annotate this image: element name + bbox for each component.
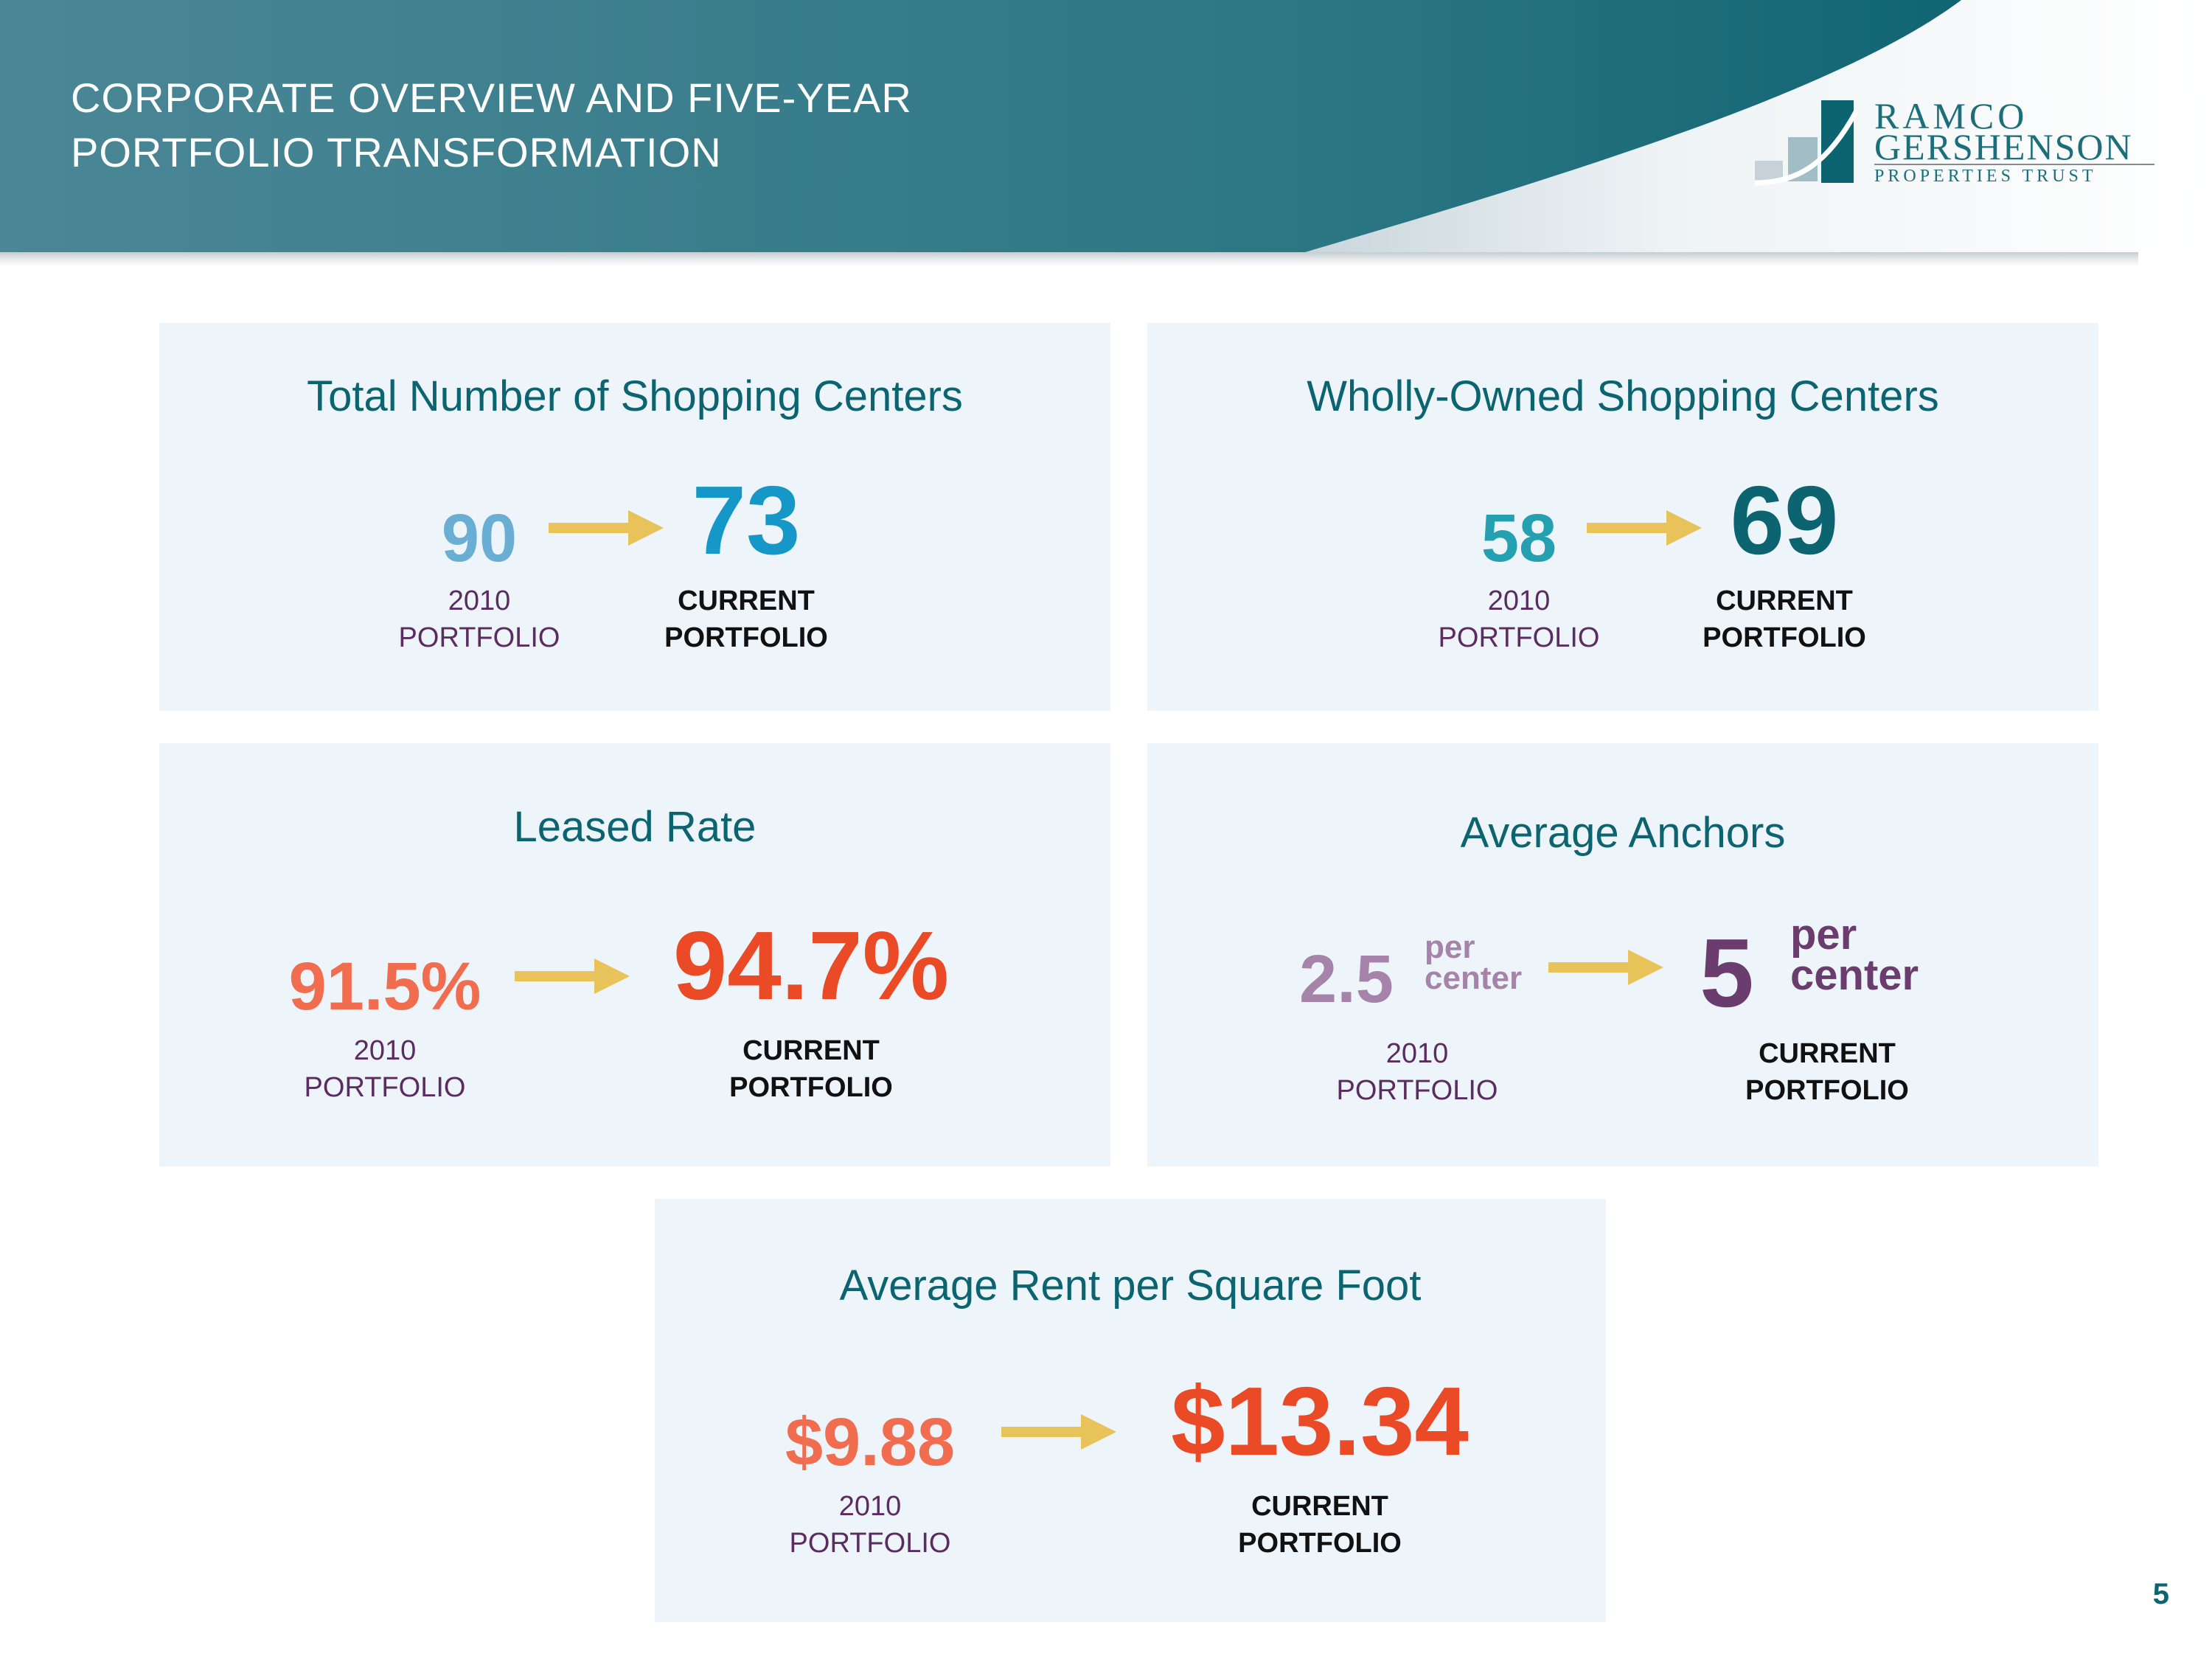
logo-text-ramco: RAMCO <box>1874 95 2028 136</box>
new-value: 73 <box>692 466 801 574</box>
page-number: 5 <box>2152 1578 2169 1610</box>
card-wholly-owned-centers: Wholly-Owned Shopping Centers 58 69 2010… <box>1147 323 2098 711</box>
card-average-anchors: Average Anchors 2.5 per center 5 per cente… <box>1147 743 2098 1166</box>
arrow-right-icon <box>1001 1414 1116 1450</box>
old-label: 2010 PORTFOLIO <box>1336 1038 1498 1106</box>
card-title: Average Rent per Square Foot <box>839 1262 1422 1310</box>
card-leased-rate: Leased Rate 91.5% 94.7% 2010 PORTFOLIO CU… <box>159 743 1110 1166</box>
old-label: 2010 PORTFOLIO <box>789 1491 951 1559</box>
new-label: CURRENT PORTFOLIO <box>1703 585 1866 653</box>
card-title: Average Anchors <box>1460 809 1786 857</box>
card-title: Wholly-Owned Shopping Centers <box>1307 372 1939 420</box>
new-value: 5 <box>1700 919 1754 1027</box>
page-title-line-1: CORPORATE OVERVIEW AND FIVE-YEAR <box>71 74 912 121</box>
old-value: $9.88 <box>785 1405 956 1480</box>
header-banner: CORPORATE OVERVIEW AND FIVE-YEAR PORTFOL… <box>0 0 2212 265</box>
logo-text-properties-trust: PROPERTIES TRUST <box>1874 167 2097 186</box>
arrow-right-icon <box>1548 950 1663 985</box>
page-title: CORPORATE OVERVIEW AND FIVE-YEAR PORTFOL… <box>71 71 912 180</box>
card-total-shopping-centers: Total Number of Shopping Centers 90 73 2… <box>159 323 1110 711</box>
old-value: 2.5 <box>1299 942 1394 1017</box>
arrow-right-icon <box>515 959 630 994</box>
old-value: 91.5% <box>288 949 481 1024</box>
logo-divider <box>1874 164 2154 165</box>
old-label: 2010 PORTFOLIO <box>1438 585 1600 653</box>
new-label: CURRENT PORTFOLIO <box>664 585 828 653</box>
arrow-right-icon <box>549 510 664 546</box>
new-value: $13.34 <box>1171 1367 1469 1475</box>
new-label: CURRENT PORTFOLIO <box>1745 1038 1909 1106</box>
new-value: 69 <box>1730 466 1839 574</box>
logo-text-gershenson: GERSHENSON <box>1874 126 2133 167</box>
old-label: 2010 PORTFOLIO <box>398 585 560 653</box>
new-label: CURRENT PORTFOLIO <box>1238 1491 1402 1559</box>
card-title: Leased Rate <box>513 803 757 851</box>
old-value: 90 <box>441 501 518 576</box>
new-label: CURRENT PORTFOLIO <box>729 1035 893 1103</box>
new-value-suffix: per center <box>1790 911 1919 1000</box>
old-value-suffix: per center <box>1425 929 1523 996</box>
company-logo: RAMCO GERSHENSON PROPERTIES TRUST <box>1747 95 2160 192</box>
old-label: 2010 PORTFOLIO <box>304 1035 466 1103</box>
card-average-rent: Average Rent per Square Foot $9.88 $13.3… <box>655 1199 1606 1622</box>
old-value: 58 <box>1481 501 1557 576</box>
logo-bars-icon <box>1754 100 1860 186</box>
new-value: 94.7% <box>672 911 950 1020</box>
card-title: Total Number of Shopping Centers <box>307 372 963 420</box>
arrow-right-icon <box>1587 510 1702 546</box>
page-title-line-2: PORTFOLIO TRANSFORMATION <box>71 129 722 175</box>
